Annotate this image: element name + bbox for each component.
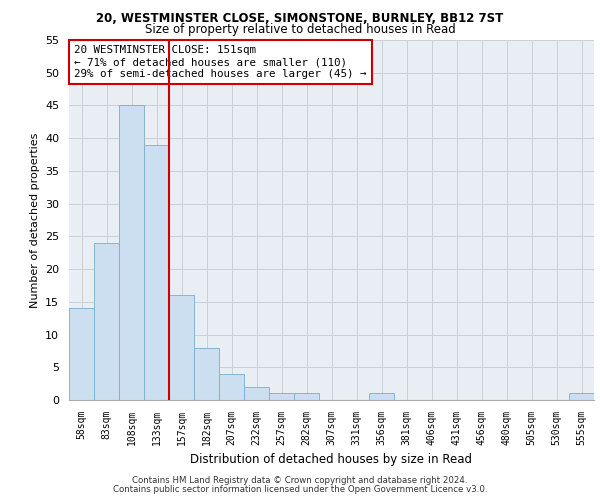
Bar xyxy=(144,144,169,400)
Text: Size of property relative to detached houses in Read: Size of property relative to detached ho… xyxy=(145,22,455,36)
Y-axis label: Number of detached properties: Number of detached properties xyxy=(29,132,40,308)
Text: Contains public sector information licensed under the Open Government Licence v3: Contains public sector information licen… xyxy=(113,485,487,494)
Bar xyxy=(269,394,294,400)
Bar xyxy=(69,308,94,400)
Bar xyxy=(369,394,394,400)
Bar xyxy=(569,394,594,400)
Bar xyxy=(94,243,119,400)
Text: 20 WESTMINSTER CLOSE: 151sqm
← 71% of detached houses are smaller (110)
29% of s: 20 WESTMINSTER CLOSE: 151sqm ← 71% of de… xyxy=(74,46,367,78)
Text: Contains HM Land Registry data © Crown copyright and database right 2024.: Contains HM Land Registry data © Crown c… xyxy=(132,476,468,485)
Bar xyxy=(219,374,244,400)
X-axis label: Distribution of detached houses by size in Read: Distribution of detached houses by size … xyxy=(191,454,473,466)
Bar xyxy=(194,348,219,400)
Bar xyxy=(119,106,144,400)
Text: 20, WESTMINSTER CLOSE, SIMONSTONE, BURNLEY, BB12 7ST: 20, WESTMINSTER CLOSE, SIMONSTONE, BURNL… xyxy=(97,12,503,26)
Bar xyxy=(294,394,319,400)
Bar xyxy=(244,387,269,400)
Bar xyxy=(169,296,194,400)
